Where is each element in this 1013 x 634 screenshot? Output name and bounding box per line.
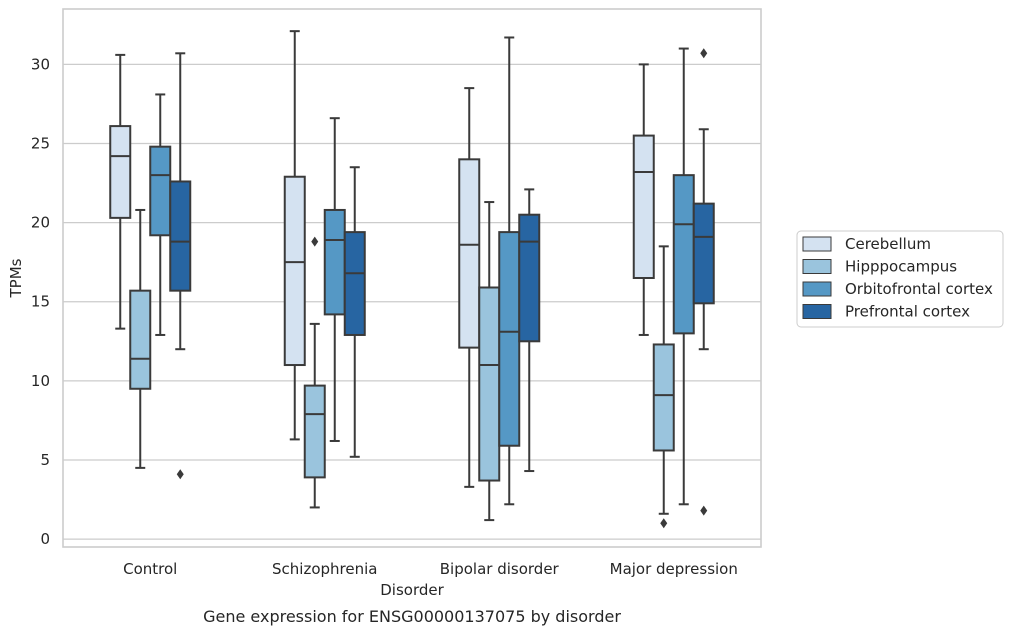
outlier-point (311, 236, 319, 247)
box-hipppocampus (478, 201, 501, 522)
legend-swatch (802, 259, 832, 274)
x-tick-label: Control (123, 560, 177, 578)
box-iqr (458, 158, 481, 349)
box-iqr (632, 134, 655, 279)
legend-swatch (802, 304, 832, 319)
box-iqr (478, 286, 501, 482)
box-iqr (169, 180, 192, 292)
outlier-point (176, 469, 184, 480)
legend-swatch (802, 236, 832, 252)
box-orbitofrontal-cortex (149, 93, 172, 336)
x-tick-label: Major depression (610, 560, 738, 578)
x-tick-labels: Control Schizophrenia Bipolar disorder Majo… (123, 560, 738, 578)
box-iqr (672, 174, 695, 335)
box-iqr (323, 208, 346, 316)
box-prefrontal-cortex (518, 188, 541, 473)
gridlines (63, 63, 761, 540)
legend-label: Cerebellum (845, 235, 931, 253)
y-tick-label: 5 (40, 451, 50, 469)
y-tick-labels: 0 5 10 15 20 25 30 (31, 55, 50, 548)
box-prefrontal-cortex (692, 48, 715, 516)
box-iqr (652, 343, 675, 452)
legend: Cerebellum Hipppocampus Orbitofrontal cort… (796, 230, 1004, 328)
y-tick-label: 0 (40, 530, 50, 548)
x-tick-label: Bipolar disorder (440, 560, 560, 578)
y-tick-label: 10 (31, 372, 50, 390)
box-iqr (129, 289, 152, 390)
plot-frame (62, 8, 762, 548)
box-series-layer (109, 30, 715, 529)
box-iqr (692, 202, 715, 305)
box-hipppocampus (303, 236, 326, 509)
box-orbitofrontal-cortex (323, 117, 346, 442)
box-orbitofrontal-cortex (672, 47, 695, 506)
x-axis-title: Disorder (380, 581, 444, 599)
y-tick-label: 15 (31, 293, 50, 311)
chart-caption: Gene expression for ENSG00000137075 by d… (203, 607, 621, 626)
y-tick-label: 30 (31, 55, 50, 73)
box-iqr (343, 231, 366, 336)
box-orbitofrontal-cortex (498, 36, 521, 506)
box-cerebellum (109, 53, 132, 330)
y-tick-label: 25 (31, 135, 50, 153)
y-tick-label: 20 (31, 214, 50, 232)
box-prefrontal-cortex (169, 52, 192, 480)
box-iqr (283, 175, 306, 367)
outlier-point (700, 48, 708, 59)
legend-label: Orbitofrontal cortex (845, 280, 993, 298)
box-prefrontal-cortex (343, 166, 366, 458)
box-cerebellum (283, 30, 306, 441)
box-iqr (498, 231, 521, 447)
box-cerebellum (632, 63, 655, 336)
box-cerebellum (458, 87, 481, 488)
legend-label: Prefrontal cortex (845, 303, 970, 321)
outlier-point (660, 518, 668, 529)
y-axis-title: TPMs (7, 258, 25, 298)
legend-frame (796, 230, 1004, 328)
box-iqr (518, 213, 541, 343)
legend-label: Hipppocampus (845, 258, 957, 276)
box-iqr (303, 384, 326, 479)
x-tick-label: Schizophrenia (272, 560, 377, 578)
box-hipppocampus (652, 245, 675, 529)
legend-swatch (802, 281, 832, 297)
box-iqr (149, 145, 172, 237)
box-hipppocampus (129, 208, 152, 469)
outlier-point (700, 505, 708, 516)
box-iqr (109, 125, 132, 219)
